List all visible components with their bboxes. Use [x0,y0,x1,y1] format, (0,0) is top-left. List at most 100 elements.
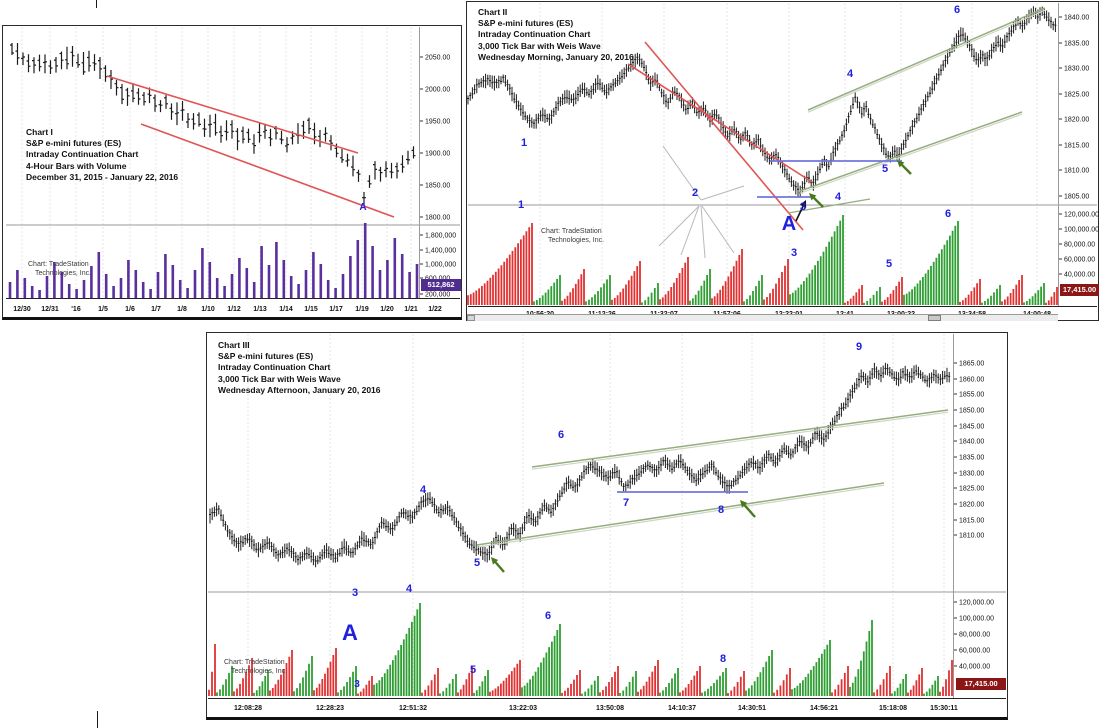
chart-2-last-volume-badge: 17,415.00 [1060,284,1099,296]
channel-line-shadow [531,411,949,470]
volume-axis-tick-label: 40,000.00 [1064,272,1095,279]
channel-line-shadow [799,113,1023,194]
volume-axis-tick-label: 120,000.00 [959,600,994,607]
trend-line [700,185,745,201]
wave-label: 4 [406,583,413,595]
time-axis-label: 13:50:08 [596,705,624,712]
time-axis-label: 1/5 [98,306,108,313]
time-axis-label: 14:10:37 [668,705,696,712]
wave-label: 1 [518,199,524,211]
annotation-arrow [795,203,806,222]
wave-label: 5 [470,664,476,676]
time-axis-label: 12:28:23 [316,705,344,712]
chart-2-horizontal-scrollbar[interactable] [467,314,1058,321]
time-axis-label: 1/17 [329,306,343,313]
scrollbar-left-button[interactable] [467,315,475,321]
time-axis-label: 14:56:21 [810,705,838,712]
credit-line: Chart: TradeStation [224,659,285,666]
trend-line [701,205,735,254]
trend-line [799,111,1023,192]
wave-label: 5 [474,557,480,569]
price-axis-tick-label: 1850.00 [959,408,984,415]
wave-label: 5 [882,163,888,175]
time-axis-label: 15:18:08 [879,705,907,712]
volume-axis-tick-label: 80,000.00 [959,632,990,639]
chart-title: Chart I [26,127,53,137]
wave-label: 5 [886,258,892,270]
annotation-arrow-head [740,500,748,508]
price-axis-tick-label: 1840.00 [1064,15,1089,22]
annotation-arrow-head [897,160,905,168]
volume-wave-bars-up [533,215,1045,305]
volume-axis-tick-label: 1,400,000 [425,248,456,255]
channel-line-shadow [476,484,885,548]
volume-axis-tick-label: 100,000.00 [959,616,994,623]
price-axis-tick-label: 2000.00 [425,87,450,94]
crop-mark [96,0,97,8]
price-axis-tick-label: 2050.00 [425,55,450,62]
volume-axis-tick-label: 100,000.00 [1064,227,1099,234]
chart-date-range: Wednesday Morning, January 20, 2016 [478,51,634,62]
volume-axis-tick-label: 60,000.00 [1064,257,1095,264]
wave-label: 9 [856,341,862,353]
volume-axis-tick-label: 1,000,000 [425,262,456,269]
trend-line [658,205,700,247]
price-axis-tick-label: 1860.00 [959,377,984,384]
chart-3-last-volume-badge: 17,415.00 [956,678,1006,690]
chart-subtitle: Intraday Continuation Chart [478,29,591,40]
price-bars [209,362,951,568]
price-axis-tick-label: 1825.00 [959,486,984,493]
time-axis-label: 13:22:03 [509,705,537,712]
trend-line [700,205,706,259]
chart-title: Chart II [478,7,508,17]
price-axis-tick-label: 1865.00 [959,361,984,368]
volume-axis-tick-label: 40,000.00 [959,664,990,671]
chart-date-range: Wednesday Afternoon, January 20, 2016 [218,384,381,395]
time-axis-label: 1/14 [279,306,293,313]
time-axis-label: 12:51:32 [399,705,427,712]
chart-subtitle: S&P e-mini futures (ES) [218,351,314,362]
wave-label: 3 [791,247,797,259]
price-axis-tick-label: 1845.00 [959,424,984,431]
volume-axis-tick-label: 1,800,000 [425,233,456,240]
scrollbar-thumb[interactable] [928,315,941,321]
credit-line: Technologies, Inc. [548,237,605,244]
chart-2-title-block: Chart II S&P e-mini futures (ES) Intrada… [478,7,634,63]
wave-label: A [342,620,358,645]
price-axis-tick-label: 1815.00 [1064,143,1089,150]
time-axis-label: 1/12 [227,306,241,313]
price-axis-tick-label: 1815.00 [959,518,984,525]
chart-subtitle: Intraday Continuation Chart [218,362,331,373]
time-axis-label: 12:08:28 [234,705,262,712]
price-axis-tick-label: 1810.00 [959,533,984,540]
chart-1-credit: Chart: TradeStation Technologies, Inc. [28,260,91,278]
price-axis-tick-label: 1855.00 [959,392,984,399]
trend-line [807,7,1046,111]
trend-line [662,145,702,201]
chart-subtitle: 3,000 Tick Bar with Weis Wave [218,373,341,384]
wave-label: 2 [692,187,698,199]
time-axis-label: 12/31 [41,306,59,313]
time-axis-label: 1/22 [428,306,442,313]
time-axis-label: 15:30:11 [930,705,958,712]
price-axis-tick-label: 1950.00 [425,119,450,126]
chart-3-title-block: Chart III S&P e-mini futures (ES) Intrad… [218,340,381,396]
time-axis-label: 12/30 [13,306,31,313]
volume-axis-tick-label: 80,000.00 [1064,242,1095,249]
chart-1-title-block: Chart I S&P e-mini futures (ES) Intraday… [26,127,178,183]
wave-label: 8 [718,504,724,516]
time-axis-label: 1/6 [125,306,135,313]
annotation-arrow-head [491,557,499,565]
wave-label: 4 [420,484,427,496]
chart-2-credit: Chart: TradeStation Technologies, Inc. [541,227,604,245]
price-axis-tick-label: 1900.00 [425,151,450,158]
volume-wave-bars-up [216,603,939,696]
time-axis-label: 1/21 [404,306,418,313]
wave-label: 8 [720,653,726,665]
chart-subtitle: S&P e-mini futures (ES) [478,18,574,29]
chart-1-last-volume-badge: 512,862 [421,279,461,291]
trend-line [627,63,813,183]
time-axis-label: 14:30:51 [738,705,766,712]
wave-label: 3 [800,201,806,213]
channel-line-shadow [807,9,1046,113]
